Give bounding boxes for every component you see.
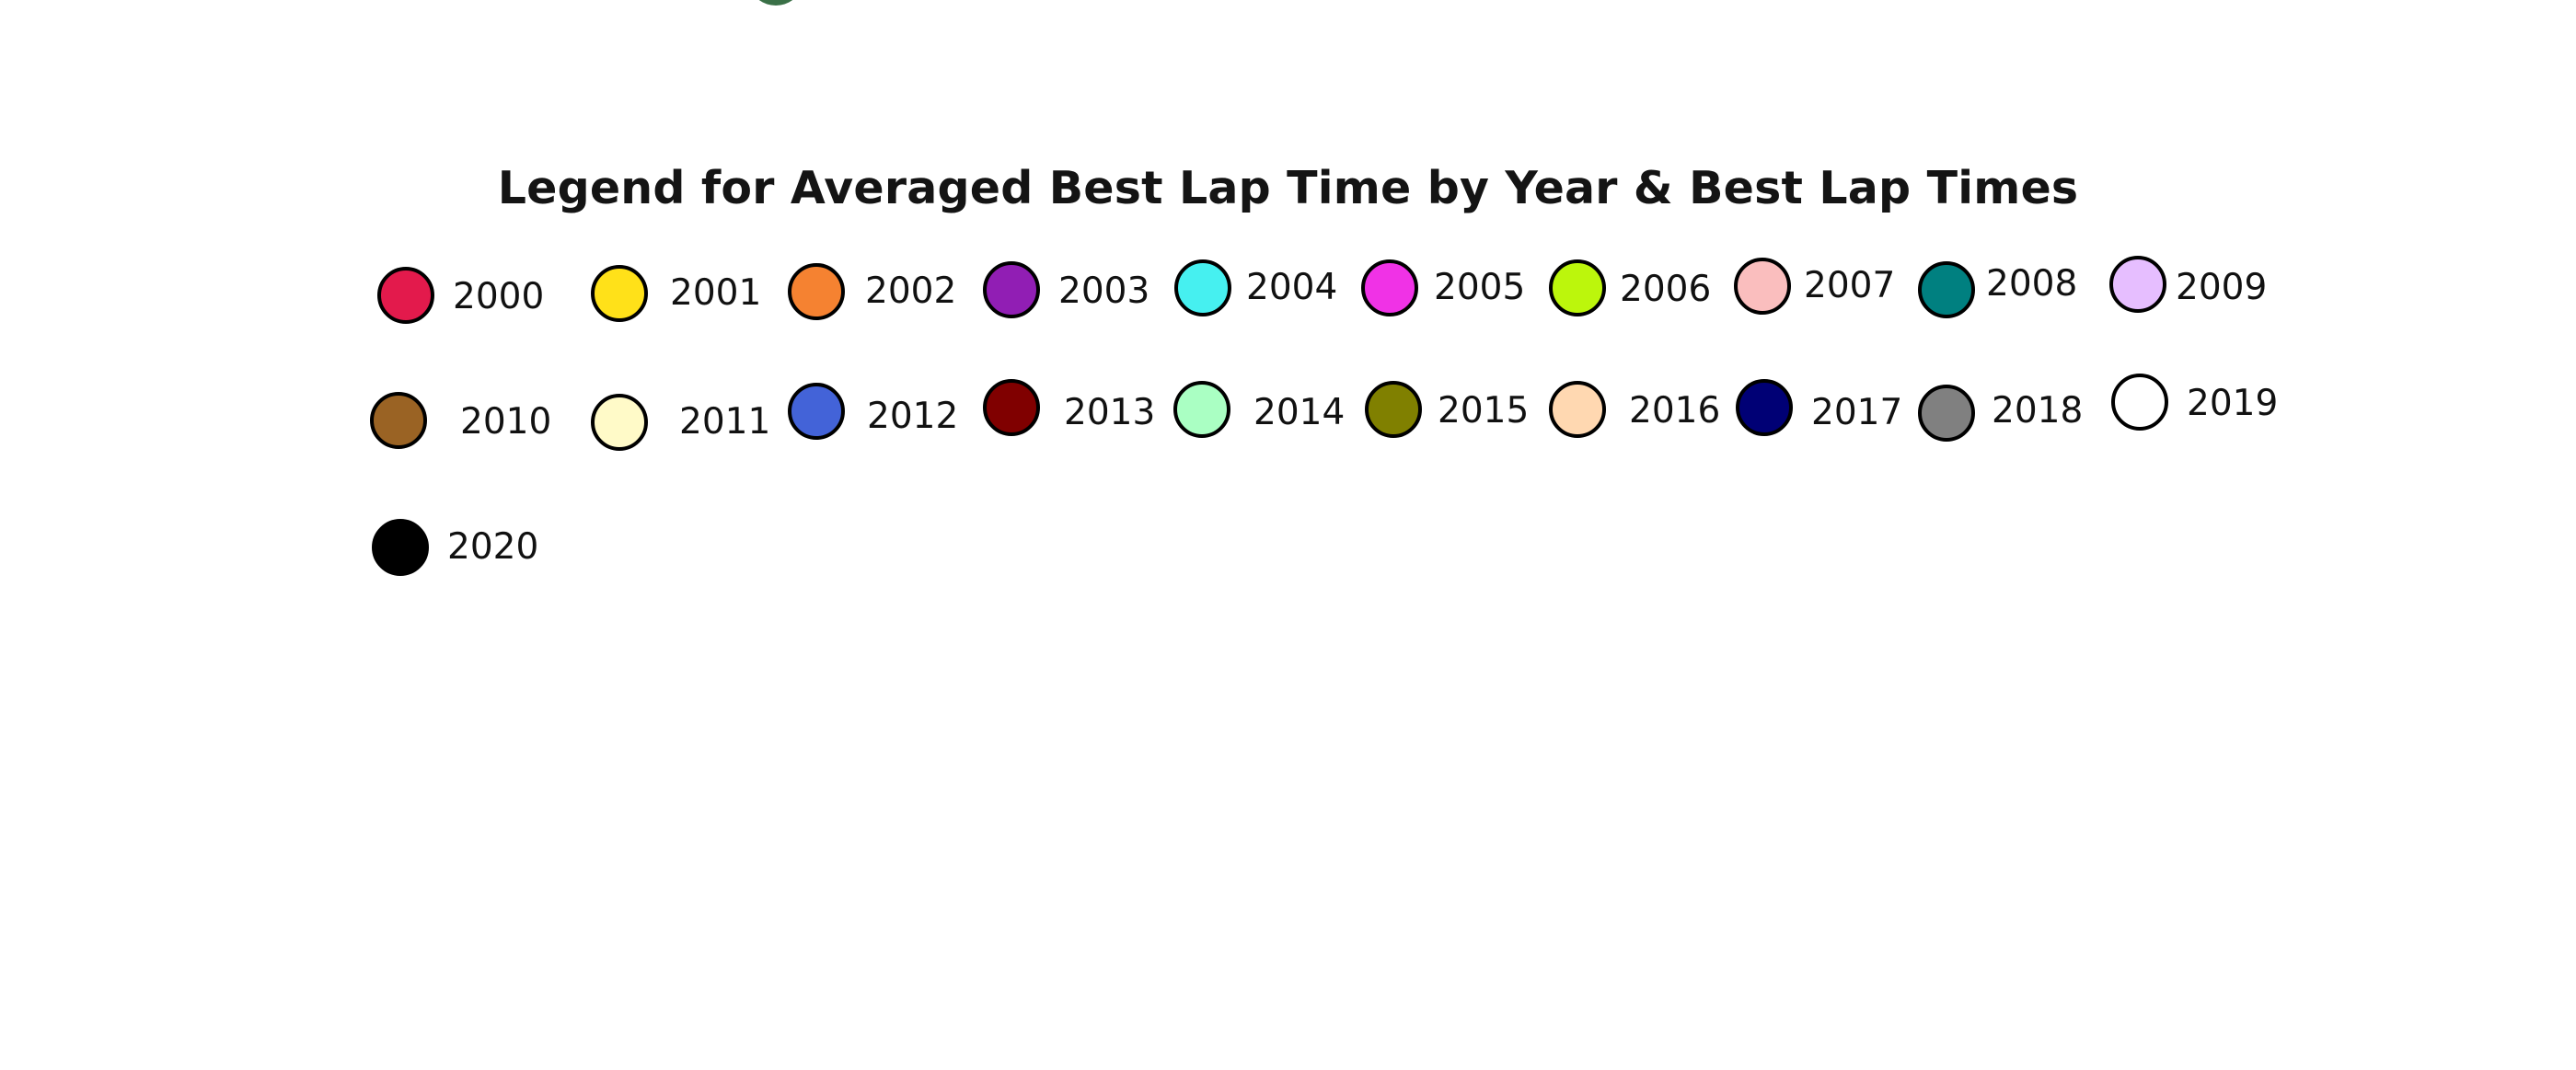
legend-label-2008: 2008 [1986,263,2078,305]
legend-label-2004: 2004 [1246,267,1338,308]
legend-swatch-2003 [983,261,1040,318]
legend-label-2017: 2017 [1811,392,1903,433]
legend-swatch-2006 [1549,259,1606,316]
legend-label-2005: 2005 [1434,267,1526,308]
legend-label-2003: 2003 [1058,270,1150,312]
legend-swatch-2012 [788,383,845,440]
partial-data-marker [753,0,799,6]
legend-title: Legend for Averaged Best Lap Time by Yea… [497,162,2079,214]
legend-label-2006: 2006 [1620,269,1712,310]
legend-label-2002: 2002 [865,270,957,312]
legend-swatch-2013 [983,379,1040,436]
legend-swatch-2019 [2111,374,2168,431]
legend-swatch-2018 [1918,385,1975,442]
legend-label-2014: 2014 [1253,392,1346,433]
legend-swatch-2011 [591,394,648,451]
legend-swatch-2000 [377,267,434,324]
legend-label-2019: 2019 [2187,383,2279,424]
legend-label-2011: 2011 [679,401,771,443]
legend-swatch-2007 [1734,258,1791,315]
legend-swatch-2008 [1918,261,1975,318]
legend-swatch-2014 [1173,381,1230,438]
legend-swatch-2005 [1361,259,1418,316]
legend-swatch-2009 [2109,256,2166,313]
legend-label-2016: 2016 [1629,390,1721,431]
legend-label-2015: 2015 [1438,390,1530,431]
legend-label-2013: 2013 [1064,392,1156,433]
legend-label-2018: 2018 [1992,390,2084,431]
legend-swatch-2004 [1174,259,1231,316]
legend-swatch-2017 [1736,379,1793,436]
legend-label-2010: 2010 [460,401,552,443]
legend-swatch-2016 [1549,381,1606,438]
legend-swatch-2010 [370,392,427,449]
legend-label-2001: 2001 [670,272,762,314]
legend-swatch-2001 [591,265,648,322]
legend-label-2007: 2007 [1804,265,1896,306]
legend-swatch-2002 [788,263,845,320]
legend-label-2000: 2000 [453,276,545,317]
legend-label-2020: 2020 [447,526,539,568]
legend-label-2009: 2009 [2176,267,2268,308]
legend-swatch-2020 [372,519,429,576]
legend-label-2012: 2012 [867,396,959,437]
legend-swatch-2015 [1365,381,1422,438]
